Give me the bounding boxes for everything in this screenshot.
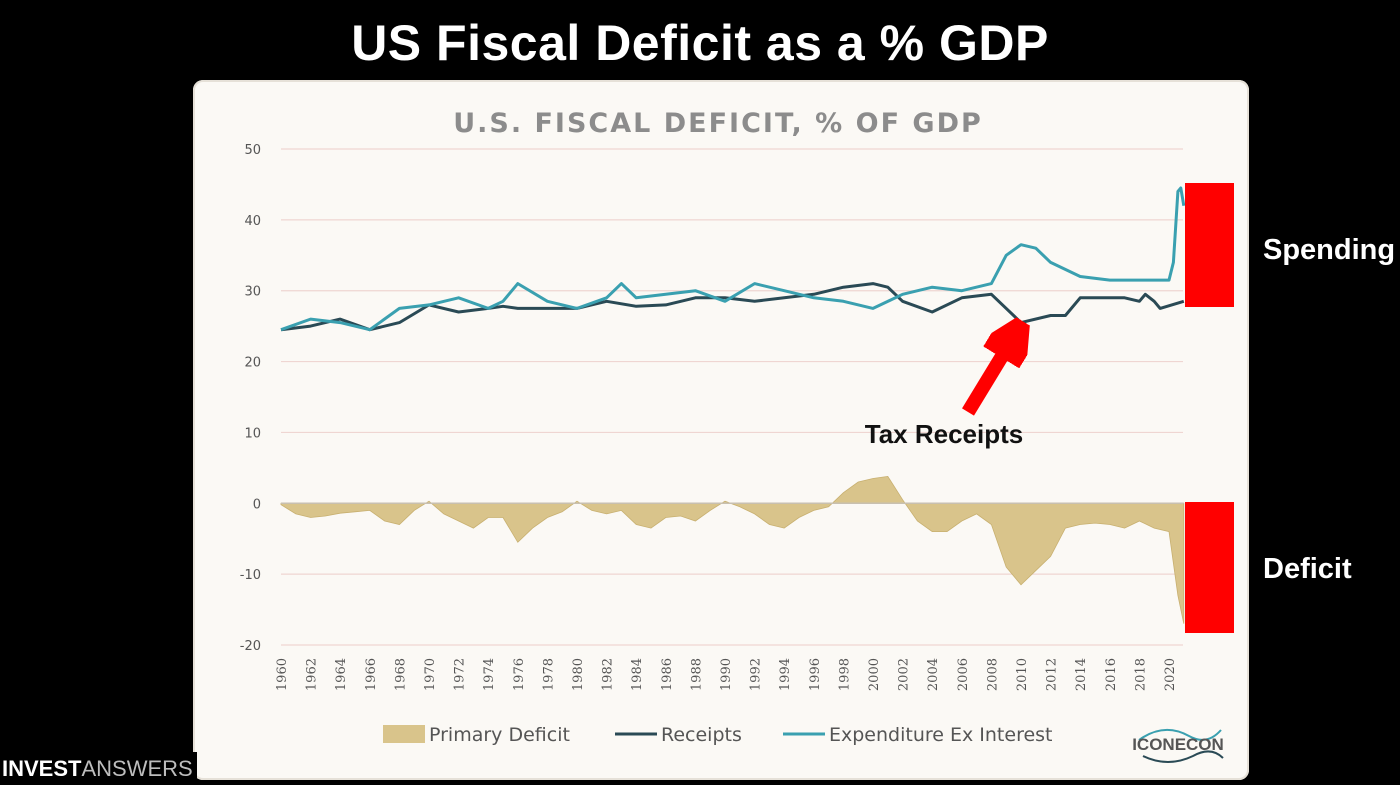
- chart-title: U.S. FISCAL DEFICIT, % OF GDP: [453, 108, 983, 139]
- legend: Primary Deficit Receipts Expenditure Ex In…: [383, 724, 1053, 746]
- brand-light: ANSWERS: [81, 756, 193, 781]
- x-tick-label: 1976: [512, 658, 527, 691]
- series-layer: [280, 186, 1186, 624]
- y-tick-labels: 50 40 30 20 10 0 -10 -20: [240, 143, 261, 654]
- x-tick-label: 1982: [601, 658, 616, 691]
- x-tick-label: 1970: [423, 658, 438, 691]
- y-tick-label: 30: [244, 285, 261, 300]
- y-tick-label: 50: [244, 143, 261, 158]
- iconecon-logo: ICONECON: [1132, 729, 1224, 763]
- iconecon-watermark: ICONECON: [1132, 735, 1224, 754]
- y-tick-label: 10: [244, 426, 261, 441]
- x-tick-label: 1966: [364, 658, 379, 691]
- y-tick-label: 0: [253, 497, 261, 512]
- x-tick-label: 2018: [1133, 658, 1148, 691]
- legend-label-receipts: Receipts: [661, 724, 742, 746]
- y-tick-label: 20: [244, 356, 261, 371]
- legend-swatch-primary-deficit: [383, 725, 425, 743]
- series-area-primary-deficit: [280, 475, 1185, 624]
- y-tick-label: -20: [240, 639, 261, 654]
- x-tick-label: 1992: [749, 658, 764, 691]
- x-tick-label: 2008: [985, 658, 1000, 691]
- x-tick-label: 2012: [1045, 658, 1060, 691]
- x-tick-label: 1978: [541, 658, 556, 691]
- brand-logo: INVESTANSWERS: [0, 752, 197, 785]
- chart-card: U.S. FISCAL DEFICIT, % OF GDP 50 40 30 20 10…: [193, 80, 1249, 780]
- x-tick-label: 1984: [630, 658, 645, 691]
- x-tick-label: 2020: [1163, 658, 1178, 691]
- y-tick-label: -10: [240, 568, 261, 583]
- x-tick-label: 1994: [778, 658, 793, 691]
- x-tick-label: 2014: [1074, 658, 1089, 691]
- brand-bold: INVEST: [2, 756, 82, 781]
- x-tick-label: 1962: [305, 658, 320, 691]
- x-tick-label: 1974: [482, 658, 497, 691]
- legend-label-expenditure: Expenditure Ex Interest: [829, 724, 1053, 746]
- chart-svg: U.S. FISCAL DEFICIT, % OF GDP 5040302010…: [240, 108, 1224, 763]
- legend-label-primary-deficit: Primary Deficit: [429, 724, 570, 746]
- spending-label: Spending: [1263, 234, 1396, 266]
- deficit-marker: [1185, 502, 1234, 633]
- y-tick-label: 40: [244, 214, 261, 229]
- x-tick-label: 2016: [1104, 658, 1119, 691]
- x-tick-labels: 1960 1962 1964 1966 1968 1970 1972 1974 1976 1978…: [275, 658, 1178, 691]
- series-line-expenditure: [280, 186, 1186, 332]
- gridlines: [281, 148, 1183, 646]
- x-tick-label: 2010: [1015, 658, 1030, 691]
- x-tick-label: 1990: [719, 658, 734, 691]
- x-tick-label: 2004: [926, 658, 941, 691]
- x-tick-label: 1960: [275, 658, 290, 691]
- x-tick-label: 1968: [393, 658, 408, 691]
- x-tick-label: 1980: [571, 658, 586, 691]
- series-line-receipts: [280, 282, 1185, 332]
- deficit-label: Deficit: [1263, 553, 1352, 585]
- x-tick-label: 1996: [808, 658, 823, 691]
- spending-marker: [1185, 183, 1234, 307]
- slide-title: US Fiscal Deficit as a % GDP: [351, 15, 1049, 71]
- x-tick-label: 2000: [867, 658, 882, 691]
- x-tick-label: 1964: [334, 658, 349, 691]
- x-tick-label: 2002: [897, 658, 912, 691]
- x-tick-label: 1972: [453, 658, 468, 691]
- x-tick-label: 1998: [837, 658, 852, 691]
- x-tick-label: 1986: [660, 658, 675, 691]
- x-tick-label: 2006: [956, 658, 971, 691]
- x-tick-label: 1988: [689, 658, 704, 691]
